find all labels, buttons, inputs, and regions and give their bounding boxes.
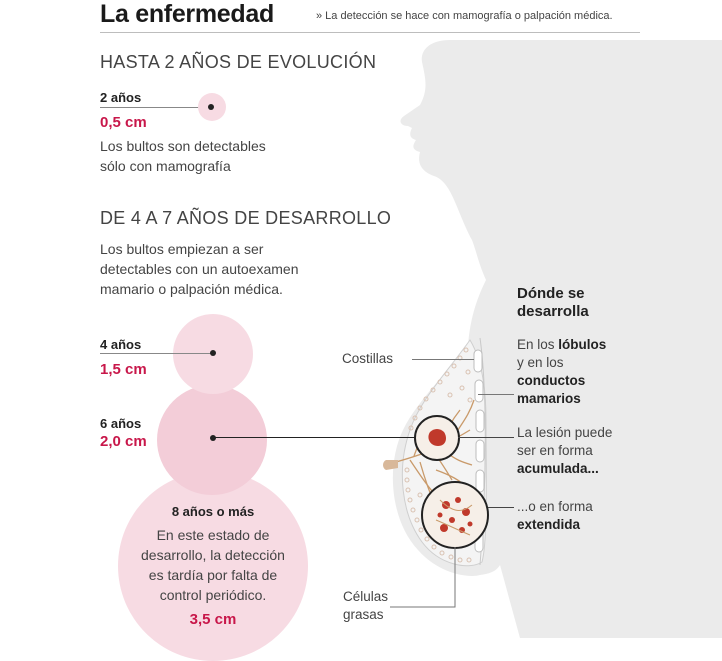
stage2-size-4: 1,5 cm bbox=[100, 361, 147, 378]
label-costillas: Costillas bbox=[342, 351, 394, 366]
stage2-year-4: 4 años bbox=[100, 337, 142, 352]
extendida-leader bbox=[488, 507, 514, 508]
label-celulas-1: Células bbox=[343, 589, 389, 604]
where-b1: La lesión puede bbox=[517, 425, 613, 440]
stage2-heading: DE 4 A 7 AÑOS DE DESARROLLO bbox=[100, 208, 392, 228]
where-a1: En los bbox=[517, 337, 559, 352]
celulas-leader bbox=[390, 547, 456, 608]
stage1-year: 2 años bbox=[100, 90, 142, 105]
label-celulas-2: grasas bbox=[343, 607, 384, 622]
fat-cells bbox=[404, 347, 473, 563]
stage3-size: 3,5 cm bbox=[189, 611, 237, 628]
stage1-text-2: sólo con mamografía bbox=[100, 158, 231, 174]
lobulos-leader bbox=[478, 394, 514, 395]
stage3-year: 8 años o más bbox=[171, 504, 255, 519]
stage2-leader-4 bbox=[100, 353, 212, 354]
stage2-dot-6 bbox=[210, 435, 216, 441]
stage3-text-4: control periódico. bbox=[159, 587, 267, 603]
where-title-1: Dónde se bbox=[517, 285, 585, 302]
tumor-circle-3-5cm bbox=[118, 471, 308, 661]
stage1-heading: HASTA 2 AÑOS DE EVOLUCIÓN bbox=[100, 52, 377, 72]
where-b3: acumulada... bbox=[517, 461, 599, 476]
where-c2: extendida bbox=[517, 517, 581, 532]
page-subtitle: » La detección se hace con mamografía o … bbox=[316, 10, 613, 22]
anatomy-illustration bbox=[383, 40, 722, 638]
stage2-leader-6 bbox=[213, 437, 416, 438]
stage1-size: 0,5 cm bbox=[100, 114, 147, 131]
stage2-dot-4 bbox=[210, 350, 216, 356]
page-title: La enfermedad bbox=[100, 0, 274, 28]
stage1-text-1: Los bultos son detectables bbox=[100, 138, 266, 154]
stage3-text-2: desarrollo, la detección bbox=[141, 547, 285, 563]
where-a5: mamarios bbox=[517, 391, 581, 406]
stage2-text-2: detectables con un autoexamen bbox=[100, 261, 299, 277]
where-lobulos: En los lóbulos bbox=[517, 336, 606, 354]
where-a4: conductos bbox=[517, 373, 586, 388]
where-a3: y en los bbox=[517, 355, 564, 370]
where-c1: ...o en forma bbox=[517, 499, 593, 514]
stage2-text-1: Los bultos empiezan a ser bbox=[100, 241, 264, 257]
header-divider bbox=[100, 32, 640, 33]
stage2-year-6: 6 años bbox=[100, 416, 142, 431]
lesion-extended-circle bbox=[421, 481, 489, 549]
where-title-2: desarrolla bbox=[517, 303, 589, 320]
stage1-leader bbox=[100, 107, 212, 108]
where-b2: ser en forma bbox=[517, 443, 593, 458]
where-a2: lóbulos bbox=[558, 337, 607, 352]
stage2-size-6: 2,0 cm bbox=[100, 433, 147, 450]
costillas-leader bbox=[412, 359, 474, 360]
stage3-text-1: En este estado de bbox=[156, 527, 270, 543]
acumulada-leader bbox=[458, 437, 514, 438]
stage3-text-3: es tardía por falta de bbox=[148, 567, 278, 583]
stage1-dot bbox=[208, 104, 214, 110]
stage2-text-3: mamario o palpación médica. bbox=[100, 281, 283, 297]
